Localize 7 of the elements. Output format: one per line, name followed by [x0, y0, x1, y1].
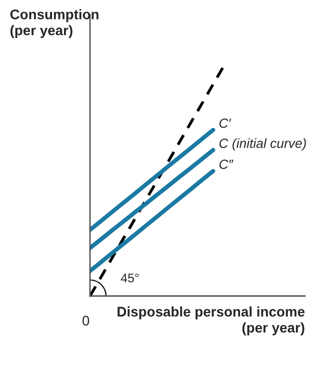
- annotation: 45°: [120, 274, 139, 282]
- series-label: C (initial curve): [219, 138, 306, 151]
- series-label: C″: [219, 160, 234, 170]
- y-axis-title: Consumption (per year): [10, 9, 98, 38]
- series-label: C′: [219, 118, 232, 128]
- text: 0: [82, 316, 90, 326]
- x-axis-title: Disposable personal income (per year): [118, 306, 305, 336]
